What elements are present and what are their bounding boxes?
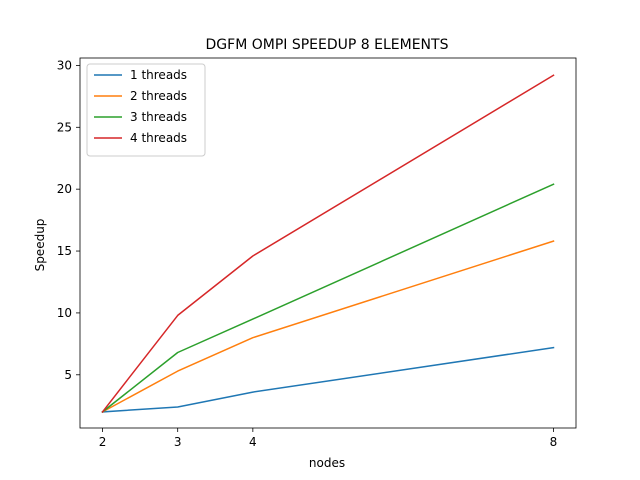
- legend-label-4: 4 threads: [130, 131, 187, 145]
- series-line-1: [101, 346, 555, 413]
- legend-label-1: 1 threads: [130, 68, 187, 82]
- x-axis-label: nodes: [309, 456, 345, 470]
- x-tick-label: 2: [99, 435, 107, 449]
- x-tick-label: 3: [174, 435, 182, 449]
- y-tick-label: 25: [57, 120, 72, 134]
- x-tick-label: 4: [249, 435, 257, 449]
- axes: 2 3 4 8 5 10 15 20 25 30: [57, 57, 577, 449]
- y-tick-label: 10: [57, 306, 72, 320]
- y-tick-label: 30: [57, 58, 72, 72]
- axes-frame: [79, 57, 577, 429]
- legend-label-2: 2 threads: [130, 89, 187, 103]
- legend: 1 threads 2 threads 3 threads 4 threads: [86, 63, 206, 157]
- y-axis-label: Speedup: [33, 219, 47, 272]
- series-line-2: [101, 240, 555, 413]
- chart-title: DGFM OMPI SPEEDUP 8 ELEMENTS: [206, 37, 449, 53]
- y-tick-label: 15: [57, 244, 72, 258]
- y-tick-label: 5: [64, 368, 72, 382]
- legend-box: [86, 63, 206, 157]
- y-tick-label: 20: [57, 182, 72, 196]
- legend-label-3: 3 threads: [130, 110, 187, 124]
- series-line-3: [101, 183, 555, 413]
- x-tick-label: 8: [550, 435, 558, 449]
- plot-area: [101, 74, 555, 413]
- series-line-4: [101, 74, 555, 413]
